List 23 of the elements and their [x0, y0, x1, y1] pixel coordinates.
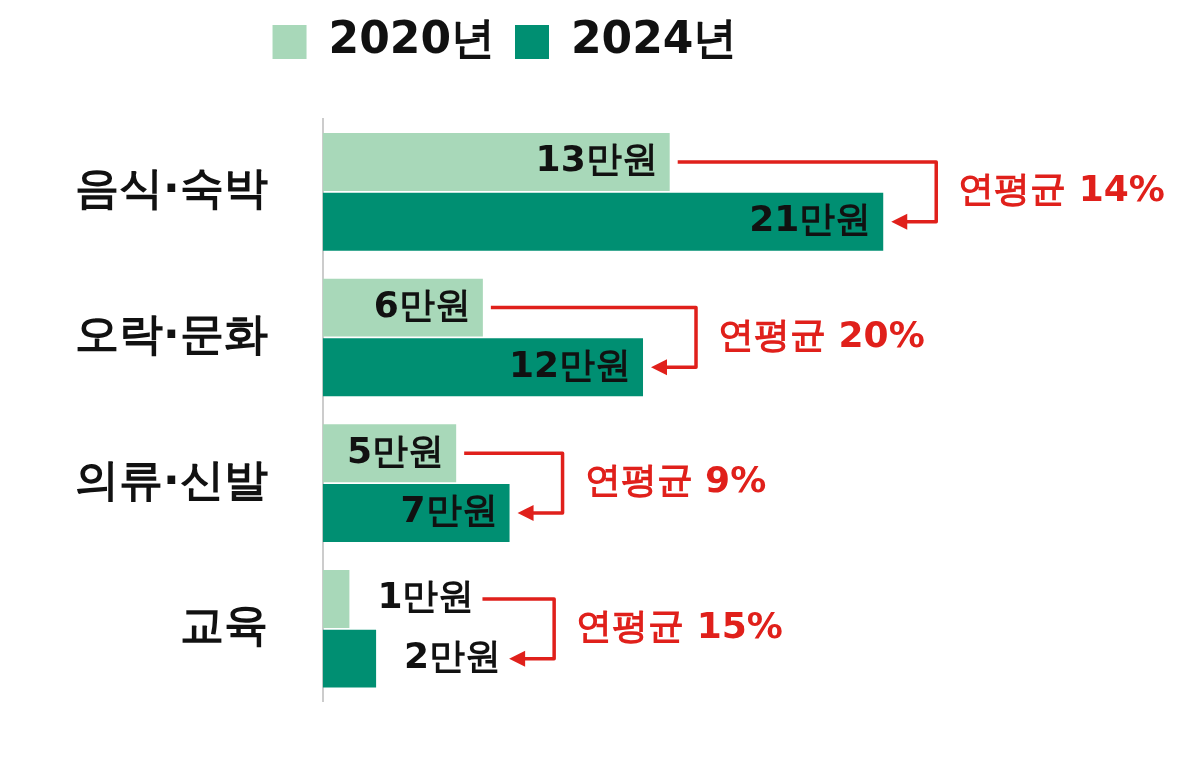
text: 연평균 14% — [958, 168, 1165, 210]
data-label: 21만원 — [749, 198, 872, 240]
bar — [322, 192, 884, 251]
data-label: 6만원 — [373, 283, 471, 325]
annotation: 연평균 15% — [576, 605, 783, 647]
y-tick-label: 오락·문화 — [75, 307, 268, 359]
data-label: 5만원 — [347, 429, 445, 471]
annotation: 연평균 20% — [718, 313, 925, 355]
bar — [322, 133, 670, 191]
data-label: 7만원 — [400, 489, 498, 531]
legend-label: 2020년 — [328, 12, 496, 64]
y-tick-label: 음식·숙박 — [75, 162, 268, 214]
y-tick-label: 의류·신발 — [75, 453, 268, 505]
legend-label: 2024년 — [571, 12, 738, 64]
bar — [322, 629, 377, 688]
bar — [322, 338, 644, 397]
data-label: 1만원 — [377, 575, 475, 617]
data-label: 2만원 — [404, 634, 502, 676]
data-label: 13만원 — [535, 138, 658, 180]
annotation: 연평균 9% — [584, 459, 767, 501]
y-tick-label: 교육 — [179, 599, 268, 651]
data-label: 12만원 — [508, 343, 632, 385]
bar — [322, 569, 350, 628]
